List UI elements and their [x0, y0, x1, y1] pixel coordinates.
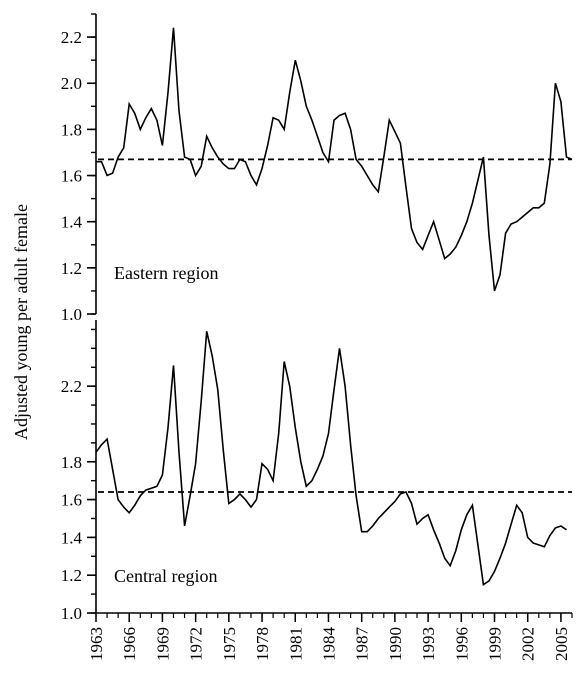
x-tick-label: 1993 — [419, 627, 438, 661]
y-tick-label-eastern: 1.0 — [61, 305, 82, 324]
series-line-central — [95, 331, 567, 586]
panel-label-eastern: Eastern region — [114, 263, 218, 283]
x-tick-label: 1969 — [153, 627, 172, 661]
x-tick-label: 1999 — [486, 627, 505, 661]
y-tick-label-central: 1.6 — [61, 491, 82, 510]
panel-eastern-region: 1.0 1.2 1.4 1.6 1.8 2.0 2.2 Eastern region — [61, 13, 573, 324]
panel-label-central: Central region — [114, 566, 217, 586]
panel-central-region: 1.0 1.2 1.4 1.6 1.8 2.2 Central region 1963 1966… — [61, 320, 573, 662]
x-tick-label: 1975 — [220, 627, 239, 661]
y-tick-label-central: 1.4 — [61, 528, 83, 547]
x-tick-label: 2002 — [519, 627, 538, 661]
y-tick-label-eastern: 1.4 — [61, 213, 83, 232]
x-tick-label: 1981 — [286, 627, 305, 661]
y-axis-title: Adjusted young per adult female — [11, 204, 31, 440]
y-tick-label-central: 1.0 — [61, 604, 82, 623]
x-tick-label: 1984 — [320, 627, 339, 662]
y-tick-label-eastern: 1.6 — [61, 167, 82, 186]
y-tick-label-central: 2.2 — [61, 377, 82, 396]
y-tick-label-eastern: 2.2 — [61, 28, 82, 47]
y-tick-label-central: 1.2 — [61, 566, 82, 585]
y-tick-label-central: 1.8 — [61, 453, 82, 472]
x-tick-label: 1972 — [187, 627, 206, 661]
x-tick-label: 2005 — [552, 627, 571, 661]
y-tick-label-eastern: 2.0 — [61, 74, 82, 93]
x-tick-label: 1963 — [87, 627, 106, 661]
x-tick-label: 1990 — [386, 627, 405, 661]
y-tick-label-eastern: 1.8 — [61, 120, 82, 139]
x-tick-label: 1987 — [353, 627, 372, 662]
series-line-eastern — [96, 27, 573, 292]
y-tick-label-eastern: 1.2 — [61, 259, 82, 278]
x-tick-label: 1966 — [120, 627, 139, 661]
x-tick-label: 1996 — [452, 627, 471, 661]
x-tick-label: 1978 — [253, 627, 272, 661]
